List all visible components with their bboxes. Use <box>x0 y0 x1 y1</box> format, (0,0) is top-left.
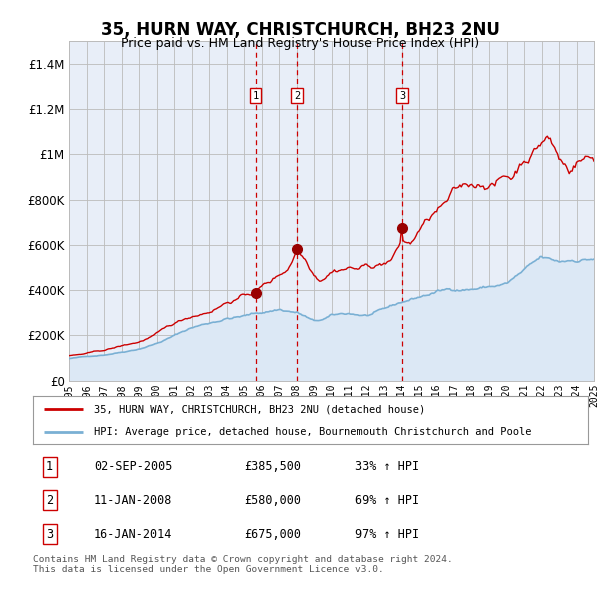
Text: Contains HM Land Registry data © Crown copyright and database right 2024.
This d: Contains HM Land Registry data © Crown c… <box>33 555 453 574</box>
Text: £675,000: £675,000 <box>244 527 301 540</box>
Text: 2: 2 <box>46 493 53 507</box>
Text: 35, HURN WAY, CHRISTCHURCH, BH23 2NU: 35, HURN WAY, CHRISTCHURCH, BH23 2NU <box>101 21 499 39</box>
Text: 02-SEP-2005: 02-SEP-2005 <box>94 460 172 474</box>
Text: 3: 3 <box>46 527 53 540</box>
Text: £580,000: £580,000 <box>244 493 301 507</box>
Text: 97% ↑ HPI: 97% ↑ HPI <box>355 527 419 540</box>
Text: 16-JAN-2014: 16-JAN-2014 <box>94 527 172 540</box>
Text: 35, HURN WAY, CHRISTCHURCH, BH23 2NU (detached house): 35, HURN WAY, CHRISTCHURCH, BH23 2NU (de… <box>94 404 425 414</box>
Text: 3: 3 <box>399 91 406 100</box>
Text: 2: 2 <box>294 91 300 100</box>
Text: 69% ↑ HPI: 69% ↑ HPI <box>355 493 419 507</box>
Text: £385,500: £385,500 <box>244 460 301 474</box>
Text: 1: 1 <box>253 91 259 100</box>
Text: 11-JAN-2008: 11-JAN-2008 <box>94 493 172 507</box>
Text: 1: 1 <box>46 460 53 474</box>
Text: HPI: Average price, detached house, Bournemouth Christchurch and Poole: HPI: Average price, detached house, Bour… <box>94 427 532 437</box>
Text: 33% ↑ HPI: 33% ↑ HPI <box>355 460 419 474</box>
Text: Price paid vs. HM Land Registry's House Price Index (HPI): Price paid vs. HM Land Registry's House … <box>121 37 479 50</box>
